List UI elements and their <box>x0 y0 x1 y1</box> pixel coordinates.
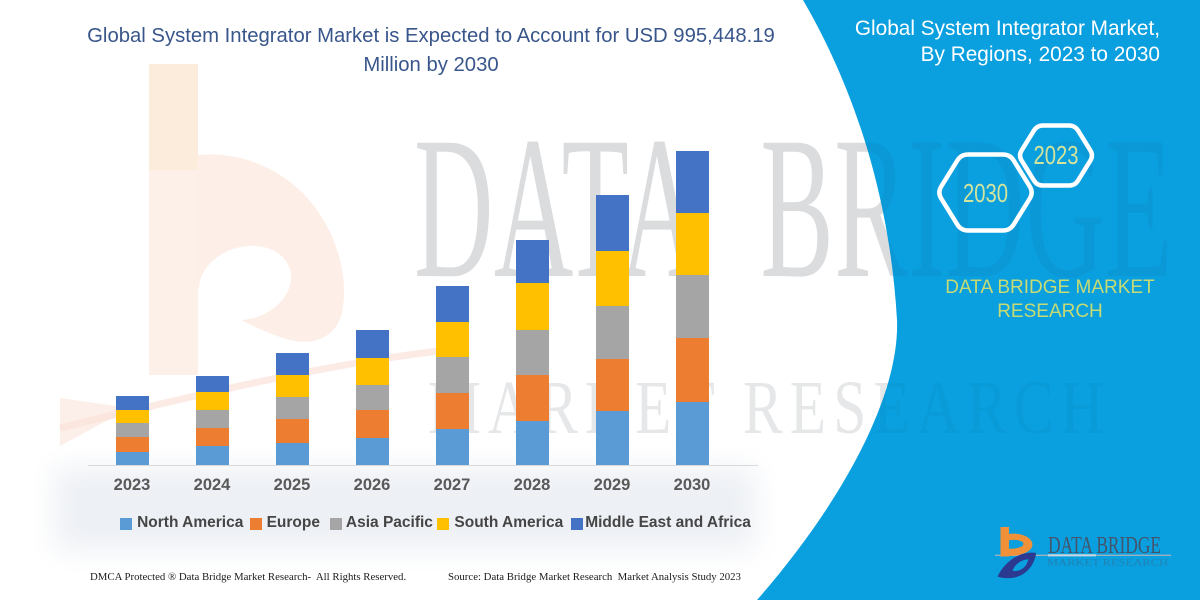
svg-text:MARKET RESEARCH: MARKET RESEARCH <box>1047 558 1169 568</box>
svg-text:2030: 2030 <box>963 178 1008 208</box>
svg-text:2023: 2023 <box>1034 140 1079 170</box>
svg-text:DATA BRIDGE: DATA BRIDGE <box>1048 533 1161 559</box>
